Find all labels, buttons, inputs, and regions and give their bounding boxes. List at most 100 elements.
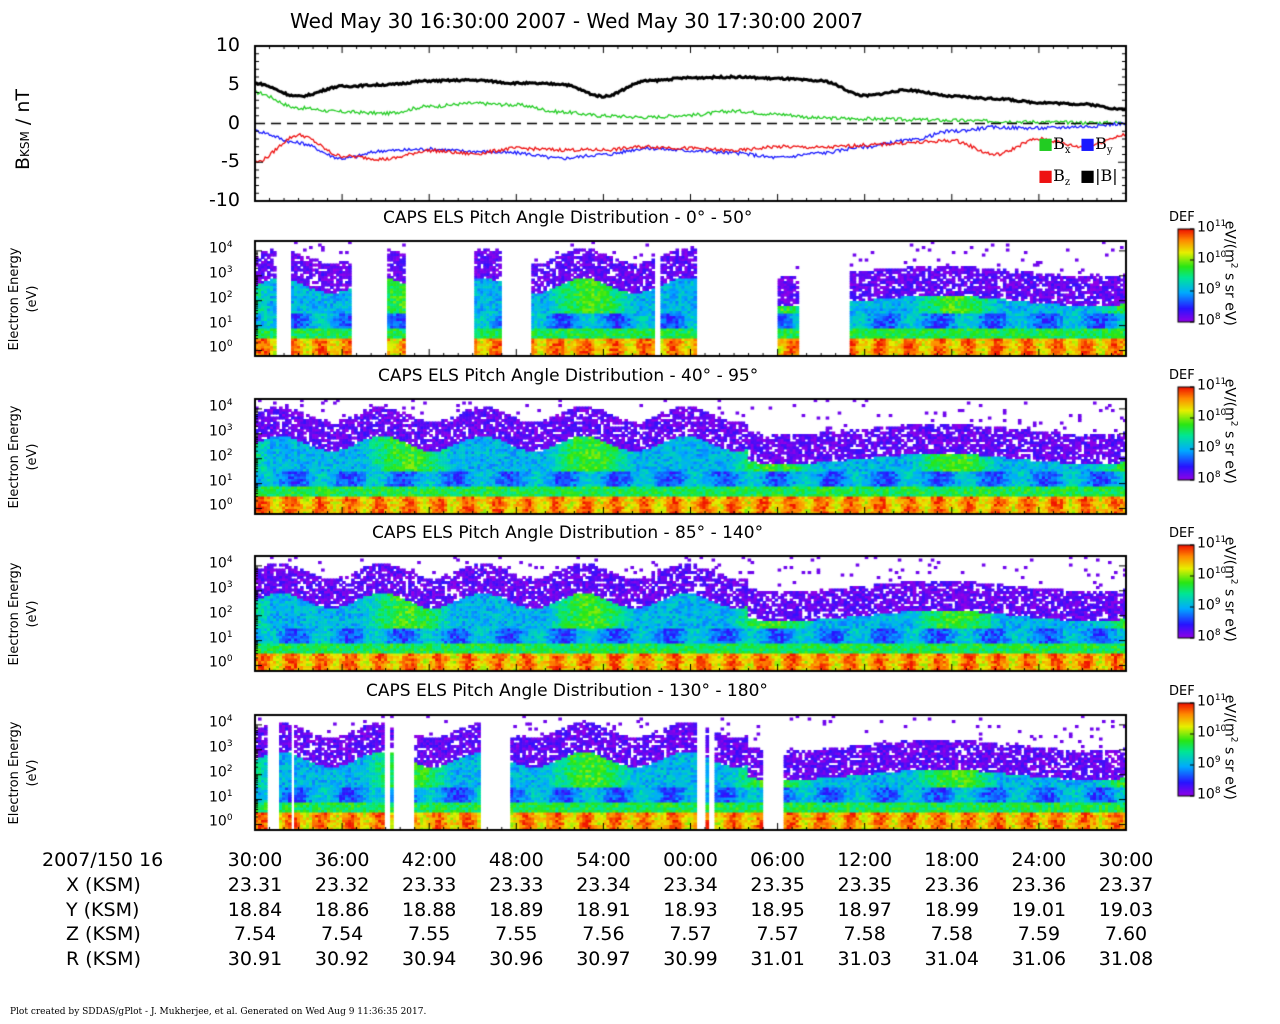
bfield-ytick: 5 bbox=[227, 72, 240, 95]
colorbar-tick: 1011 bbox=[1197, 377, 1227, 394]
colorbar-tick: 1011 bbox=[1197, 693, 1227, 710]
ephemeris-cell: 18.91 bbox=[576, 898, 631, 921]
colorbar-tick: 108 bbox=[1197, 312, 1221, 329]
bfield-ytick: 10 bbox=[215, 34, 240, 56]
ephemeris-cell: 18.95 bbox=[750, 898, 805, 921]
panel-title-85-140: CAPS ELS Pitch Angle Distribution - 85° … bbox=[372, 523, 764, 543]
ephemeris-cell: 18.97 bbox=[837, 898, 892, 921]
ephemeris-time-cell: 30:00 bbox=[1098, 849, 1154, 871]
figure-title: Wed May 30 16:30:00 2007 - Wed May 30 17… bbox=[290, 9, 864, 33]
ephemeris-cell: 31.03 bbox=[837, 947, 892, 970]
legend-bz: ■Bz bbox=[1038, 166, 1071, 189]
ephemeris-time-cell: 12:00 bbox=[837, 849, 893, 871]
ephemeris-cell: 30.99 bbox=[663, 947, 718, 970]
ephemeris-cell: 30.94 bbox=[401, 947, 457, 970]
bfield-ytick: 0 bbox=[227, 111, 240, 134]
ephemeris-cell: 30.91 bbox=[227, 947, 283, 970]
ephemeris-cell: 30.97 bbox=[576, 947, 631, 970]
energy-ytick: 104 bbox=[209, 239, 233, 257]
ephemeris-cell: 7.54 bbox=[320, 923, 364, 945]
ephemeris-cell: 31.08 bbox=[1098, 947, 1154, 970]
ephemeris-time-cell: 00:00 bbox=[663, 849, 718, 871]
ephemeris-cell: 18.93 bbox=[663, 898, 718, 921]
colorbar-units: eV/(m2 s sr eV) bbox=[1221, 220, 1239, 326]
colorbar-units: eV/(m2 s sr eV) bbox=[1221, 694, 1239, 800]
energy-ytick: 104 bbox=[209, 713, 233, 731]
ephemeris-time-cell: 54:00 bbox=[576, 849, 631, 871]
colorbar-label: DEF bbox=[1169, 526, 1195, 541]
ephemeris-cell: 7.58 bbox=[930, 923, 973, 945]
ephemeris-cell: 31.01 bbox=[750, 947, 805, 970]
energy-ytick: 102 bbox=[209, 447, 233, 465]
colorbar-label: DEF bbox=[1169, 684, 1195, 699]
colorbar-tick: 108 bbox=[1197, 628, 1221, 645]
legend-bx: ■Bx bbox=[1038, 134, 1071, 157]
ephemeris-cell: 7.54 bbox=[233, 923, 277, 945]
ephemeris-time-cell: 48:00 bbox=[488, 849, 544, 871]
panel-title-0-50: CAPS ELS Pitch Angle Distribution - 0° -… bbox=[383, 208, 753, 228]
ephemeris-cell: 7.59 bbox=[1017, 923, 1061, 945]
ephemeris-cell: 19.03 bbox=[1098, 898, 1154, 921]
energy-ytick: 104 bbox=[209, 554, 233, 572]
colorbar-tick: 109 bbox=[1197, 281, 1221, 298]
ephemeris-cell: 23.36 bbox=[924, 874, 979, 896]
colorbar-tick: 1010 bbox=[1197, 724, 1227, 741]
colorbar-units: eV/(m2 s sr eV) bbox=[1221, 536, 1239, 642]
colorbar-tick: 108 bbox=[1197, 470, 1221, 487]
ephemeris-cell: 7.57 bbox=[669, 923, 712, 945]
colorbar-label: DEF bbox=[1169, 210, 1195, 225]
colorbar-units: eV/(m2 s sr eV) bbox=[1221, 378, 1239, 484]
energy-ylabel: Electron Energy (eV) bbox=[7, 721, 40, 824]
energy-ylabel: Electron Energy (eV) bbox=[7, 562, 40, 665]
energy-ytick: 100 bbox=[209, 497, 233, 515]
ephemeris-time-cell: 36:00 bbox=[314, 849, 370, 871]
energy-ytick: 103 bbox=[209, 738, 233, 756]
ephemeris-cell: 23.35 bbox=[750, 874, 805, 896]
ephemeris-cell: 7.55 bbox=[495, 923, 538, 945]
ephemeris-time-cell: 18:00 bbox=[924, 849, 980, 871]
ephemeris-time-label: 2007/150 16 bbox=[42, 849, 164, 871]
ephemeris-cell: 23.34 bbox=[663, 874, 718, 896]
ephemeris-cell: 23.31 bbox=[227, 874, 283, 896]
panel-title-130-180: CAPS ELS Pitch Angle Distribution - 130°… bbox=[366, 681, 768, 701]
ephemeris-cell: 31.04 bbox=[924, 947, 979, 970]
colorbar-tick: 1010 bbox=[1197, 250, 1227, 267]
colorbar-tick: 1011 bbox=[1197, 535, 1227, 552]
energy-ytick: 100 bbox=[209, 654, 233, 672]
energy-ytick: 100 bbox=[209, 813, 233, 831]
energy-ylabel: Electron Energy (eV) bbox=[7, 405, 40, 508]
ephemeris-cell: 18.84 bbox=[227, 898, 283, 921]
legend-bmag: ■|B| bbox=[1080, 166, 1118, 185]
energy-ytick: 101 bbox=[209, 788, 233, 806]
ephemeris-time-cell: 24:00 bbox=[1011, 849, 1067, 871]
colorbar-label: DEF bbox=[1169, 368, 1195, 383]
energy-ytick: 102 bbox=[209, 604, 233, 622]
ephemeris-cell: 18.86 bbox=[314, 898, 370, 921]
energy-ytick: 101 bbox=[209, 629, 233, 647]
energy-ytick: 102 bbox=[209, 763, 233, 781]
energy-ytick: 100 bbox=[209, 339, 233, 357]
ephemeris-cell: 30.92 bbox=[314, 947, 370, 970]
energy-ytick: 101 bbox=[209, 472, 233, 490]
ephemeris-cell: 23.33 bbox=[489, 874, 544, 896]
ephemeris-cell: 31.06 bbox=[1011, 947, 1067, 970]
colorbar-tick: 109 bbox=[1197, 597, 1221, 614]
colorbar-tick: 109 bbox=[1197, 439, 1221, 456]
energy-ytick: 104 bbox=[209, 397, 233, 415]
ephemeris-cell: 19.01 bbox=[1011, 898, 1067, 921]
ephemeris-cell: 30.96 bbox=[489, 947, 544, 970]
colorbar-tick: 109 bbox=[1197, 755, 1221, 772]
legend-by: ■By bbox=[1080, 134, 1113, 157]
bfield-ytick: -5 bbox=[221, 150, 240, 173]
ephemeris-cell: 23.32 bbox=[314, 874, 370, 896]
bfield-ytick: -10 bbox=[208, 189, 240, 211]
ephemeris-time-cell: 06:00 bbox=[750, 849, 805, 871]
energy-ytick: 103 bbox=[209, 422, 233, 440]
colorbar-tick: 1011 bbox=[1197, 219, 1227, 236]
ephemeris-cell: 23.34 bbox=[576, 874, 631, 896]
energy-ytick: 102 bbox=[209, 289, 233, 307]
ephemeris-cell: 7.57 bbox=[756, 923, 799, 945]
ephemeris-cell: 23.37 bbox=[1098, 874, 1154, 896]
ephemeris-cell: 7.56 bbox=[582, 923, 625, 945]
energy-ytick: 103 bbox=[209, 579, 233, 597]
